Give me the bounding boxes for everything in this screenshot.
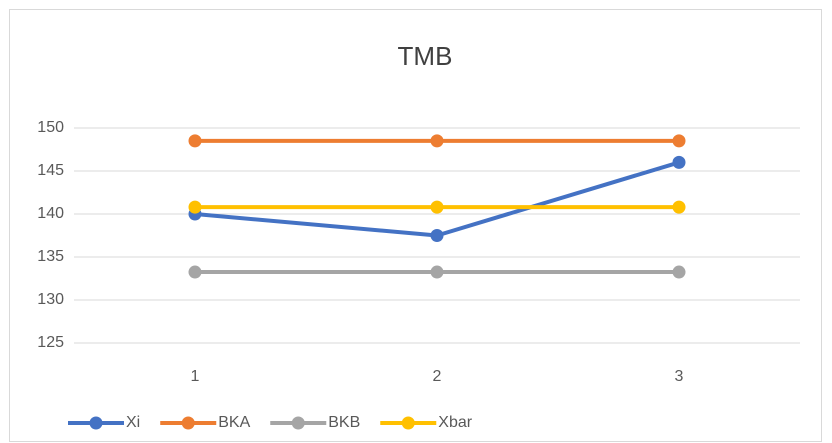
y-tick-label: 130 — [37, 291, 64, 308]
chart-title: TMB — [398, 41, 453, 71]
legend-marker — [401, 416, 415, 430]
data-point — [672, 200, 686, 214]
x-tick-label: 3 — [675, 368, 684, 385]
data-point — [188, 265, 202, 279]
data-point — [188, 134, 202, 148]
data-point — [672, 134, 686, 148]
data-point — [672, 155, 686, 169]
legend-label: BKB — [328, 414, 360, 431]
legend-label: BKA — [218, 414, 250, 431]
legend-marker — [291, 416, 305, 430]
legend-label: Xi — [126, 414, 140, 431]
data-point — [430, 265, 444, 279]
legend-marker — [181, 416, 195, 430]
chart-border — [9, 9, 822, 442]
y-tick-label: 140 — [37, 205, 64, 222]
legend-label: Xbar — [438, 414, 472, 431]
legend-marker — [89, 416, 103, 430]
data-point — [430, 200, 444, 214]
data-point — [672, 265, 686, 279]
x-tick-label: 1 — [191, 368, 200, 385]
y-tick-label: 150 — [37, 119, 64, 136]
x-tick-label: 2 — [433, 368, 442, 385]
y-tick-label: 125 — [37, 334, 64, 351]
data-point — [188, 200, 202, 214]
data-point — [430, 229, 444, 242]
y-tick-label: 135 — [37, 248, 64, 265]
data-point — [430, 134, 444, 148]
y-tick-label: 145 — [37, 162, 64, 179]
